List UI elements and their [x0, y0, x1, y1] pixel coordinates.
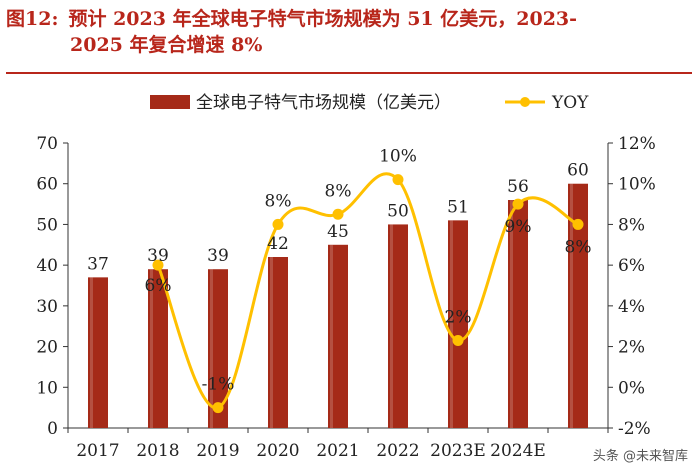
chart-title: 图12: 预计 2023 年全球电子特气市场规模为 51 亿美元，2023- 20… — [6, 6, 696, 58]
bar — [88, 277, 108, 428]
yoy-point — [332, 208, 344, 220]
bar-highlight — [210, 269, 213, 428]
x-tick-label: 2022 — [376, 441, 419, 461]
yoy-value-label: 2% — [445, 307, 472, 327]
yoy-value-label: 8% — [565, 237, 592, 257]
yoy-value-label: 8% — [265, 191, 292, 211]
yoy-point — [572, 218, 584, 230]
legend-bar-label: 全球电子特气市场规模（亿美元） — [196, 93, 451, 113]
yoy-point — [272, 218, 284, 230]
bar-value-label: 60 — [567, 161, 589, 181]
bar — [508, 200, 528, 428]
bar-value-label: 39 — [147, 246, 169, 266]
bar-value-label: 51 — [447, 197, 469, 217]
y-right-tick-label: 2% — [618, 338, 645, 358]
legend: 全球电子特气市场规模（亿美元） YOY — [150, 93, 589, 113]
bar-highlight — [330, 244, 333, 428]
yoy-value-label: 6% — [145, 276, 172, 296]
bar-highlight — [150, 269, 153, 428]
bar — [148, 269, 168, 428]
yoy-point — [212, 402, 224, 414]
bar — [268, 257, 288, 428]
y-left-tick-label: 20 — [36, 338, 58, 358]
bar — [208, 269, 228, 428]
bar — [448, 220, 468, 428]
data-labels: 37 39 39 42 45 50 51 56 60 6% -1% 8% 8% 10% 2% 9% 8% — [87, 147, 591, 395]
yoy-point — [152, 259, 164, 271]
bar-highlight — [390, 224, 393, 428]
bar-highlight — [510, 200, 513, 428]
legend-bar-swatch — [150, 95, 190, 109]
bar-value-label: 39 — [207, 246, 229, 266]
y-left-tick-label: 70 — [36, 134, 58, 154]
bar-highlight — [90, 277, 93, 428]
bar-highlight — [450, 220, 453, 428]
x-tick-label: 2017 — [76, 441, 119, 461]
x-tick-label: 2024E — [490, 441, 546, 461]
y-right-tick-label: 4% — [618, 297, 645, 317]
bar-value-label: 42 — [267, 234, 289, 254]
y-right-tick-label: 6% — [618, 256, 645, 276]
y-left-tick-label: 10 — [36, 378, 58, 398]
bar — [388, 224, 408, 428]
x-tick-label: 2023E — [430, 441, 486, 461]
yoy-value-label: -1% — [202, 375, 235, 395]
bar-value-label: 45 — [327, 222, 349, 242]
x-tick-label: 2019 — [196, 441, 239, 461]
y-right-tick-label: 12% — [618, 134, 656, 154]
y-right-tick-label: -2% — [618, 419, 651, 439]
title-rule — [6, 72, 692, 74]
yoy-value-label: 9% — [505, 217, 532, 237]
bar-value-label: 56 — [507, 177, 529, 197]
yoy-point — [392, 174, 404, 186]
yoy-point — [452, 334, 464, 346]
y-left-tick-label: 0 — [47, 419, 58, 439]
bar-highlight — [270, 257, 273, 428]
bar-highlight — [570, 183, 573, 428]
yoy-value-label: 8% — [325, 181, 352, 201]
figure-label: 图12: — [6, 8, 59, 30]
y-right-tick-label: 10% — [618, 175, 656, 195]
title-line-2: 2025 年复合增速 8% — [70, 34, 263, 56]
y-left-tick-label: 60 — [36, 175, 58, 195]
x-tick-label: 2018 — [136, 441, 179, 461]
y-left-tick-label: 30 — [36, 297, 58, 317]
y-right-tick-label: 0% — [618, 378, 645, 398]
title-line-1: 预计 2023 年全球电子特气市场规模为 51 亿美元，2023- — [68, 8, 578, 30]
x-tick-label: 2020 — [256, 441, 299, 461]
x-tick-label: 2021 — [316, 441, 359, 461]
yoy-point — [512, 198, 524, 210]
bar — [568, 183, 588, 428]
y-left-tick-label: 40 — [36, 256, 58, 276]
yoy-line — [152, 172, 584, 414]
bars — [88, 183, 588, 428]
watermark: 头条 @未来智库 — [588, 444, 692, 465]
bar-value-label: 50 — [387, 201, 409, 221]
legend-line-label: YOY — [551, 93, 589, 113]
y-left-tick-label: 50 — [36, 215, 58, 235]
bar — [328, 244, 348, 428]
bar-value-label: 37 — [87, 254, 109, 274]
yoy-value-label: 10% — [379, 147, 417, 167]
y-right-tick-label: 8% — [618, 215, 645, 235]
legend-line-marker — [520, 97, 530, 107]
